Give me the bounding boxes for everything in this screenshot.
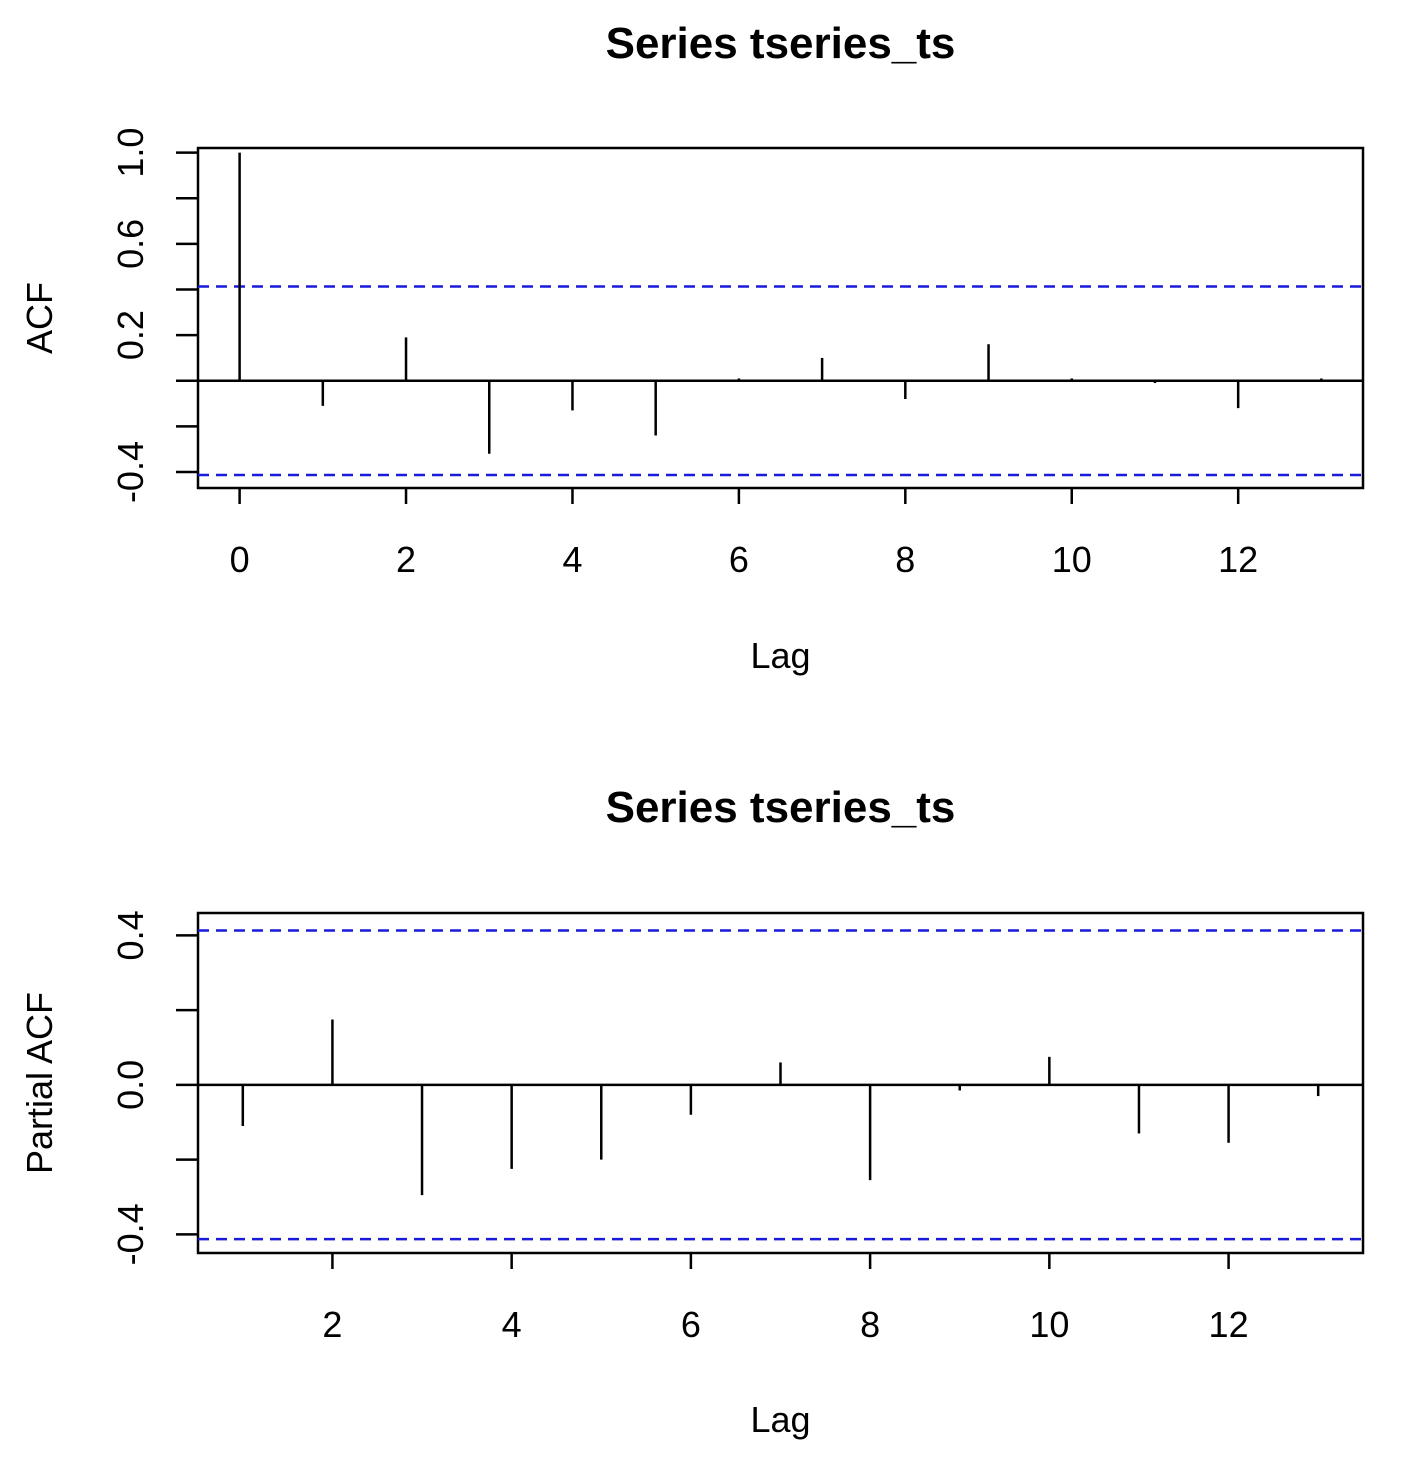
x-tick-label: 8 bbox=[895, 539, 915, 580]
chart-title: Series tseries_ts bbox=[606, 783, 956, 832]
x-tick-label: 4 bbox=[502, 1304, 522, 1345]
x-tick-label: 6 bbox=[729, 539, 749, 580]
x-tick-label: 4 bbox=[562, 539, 582, 580]
plot-frame bbox=[196, 146, 1365, 490]
y-tick-label: -0.4 bbox=[110, 1203, 151, 1265]
x-tick-label: 6 bbox=[681, 1304, 701, 1345]
x-tick-label: 10 bbox=[1052, 539, 1092, 580]
x-axis-label: Lag bbox=[750, 635, 810, 676]
chart-title: Series tseries_ts bbox=[606, 19, 956, 68]
x-tick-label: 8 bbox=[860, 1304, 880, 1345]
x-tick-label: 2 bbox=[322, 1304, 342, 1345]
y-tick-label: 0.0 bbox=[110, 1060, 151, 1110]
x-tick-label: 12 bbox=[1218, 539, 1258, 580]
x-tick-label: 10 bbox=[1029, 1304, 1069, 1345]
y-tick-label: 1.0 bbox=[110, 128, 151, 178]
y-axis-label: ACF bbox=[19, 282, 60, 354]
x-axis-label: Lag bbox=[750, 1399, 810, 1440]
acf-panel: Series tseries_ts 0 2 4 6 8 10 12 -0.4 0.2 0.6 1.0 L… bbox=[19, 19, 1365, 676]
y-tick-label: 0.2 bbox=[110, 310, 151, 360]
plot-frame bbox=[196, 911, 1365, 1255]
y-axis-label: Partial ACF bbox=[19, 992, 60, 1174]
y-tick-label: 0.6 bbox=[110, 219, 151, 269]
y-tick-label: -0.4 bbox=[110, 441, 151, 503]
y-tick-label: 0.4 bbox=[110, 910, 151, 960]
x-tick-label: 0 bbox=[230, 539, 250, 580]
x-tick-label: 12 bbox=[1209, 1304, 1249, 1345]
x-tick-label: 2 bbox=[396, 539, 416, 580]
pacf-panel: Series tseries_ts 2 4 6 8 10 12 -0.4 0.0 0.4 Lag Pa… bbox=[19, 783, 1365, 1440]
